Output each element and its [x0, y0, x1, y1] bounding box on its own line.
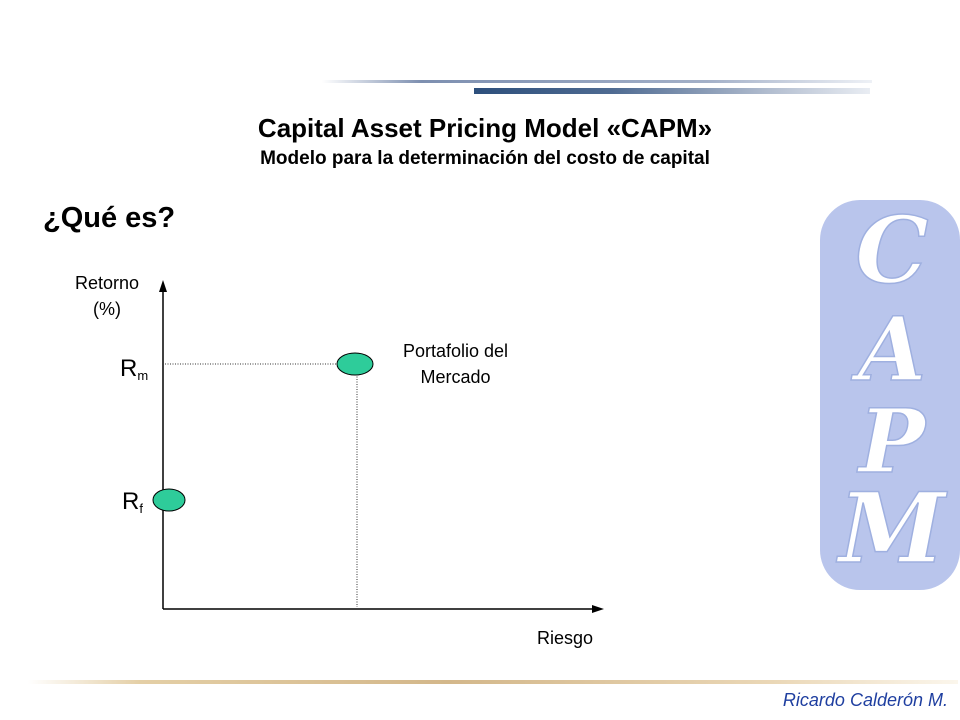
rf-symbol: R: [122, 488, 140, 515]
watermark-letter-c: C: [855, 200, 928, 304]
rf-subscript: f: [139, 501, 143, 516]
watermark-background: [820, 200, 960, 590]
rf-label: Rf: [122, 487, 143, 524]
capm-watermark-logo: C A P M: [820, 200, 960, 590]
section-heading: ¿Qué es?: [43, 202, 176, 234]
risk-free-point: [152, 488, 186, 512]
rm-subscript: m: [137, 368, 149, 383]
watermark-letter-a: A: [851, 297, 926, 401]
header-gradient-bar-thick: [474, 88, 870, 94]
market-portfolio-label: Portafolio del Mercado: [368, 338, 543, 390]
y-axis-label-line1: Retorno: [74, 273, 140, 293]
header-gradient-bar-thin: [322, 80, 872, 83]
x-axis-label: Riesgo: [536, 628, 594, 648]
watermark-letter-m: M: [836, 472, 948, 585]
rm-label: Rm: [120, 354, 148, 391]
y-axis-label-line2: (%): [93, 299, 121, 319]
market-portfolio-label-line2: Mercado: [420, 367, 491, 387]
x-axis-arrowhead: [592, 605, 604, 613]
market-portfolio-label-line1: Portafolio del: [402, 341, 509, 361]
y-axis-arrowhead: [159, 280, 167, 292]
rm-symbol: R: [120, 355, 138, 382]
y-axis-label: Retorno (%): [52, 270, 162, 322]
page-title: Capital Asset Pricing Model «CAPM»: [257, 113, 713, 143]
watermark-letter-p: P: [856, 389, 928, 493]
author-name: Ricardo Calderón M.: [782, 690, 948, 710]
page-subtitle: Modelo para la determinación del costo d…: [260, 148, 710, 169]
footer-gradient-bar: [28, 680, 958, 684]
market-portfolio-point: [336, 352, 374, 376]
